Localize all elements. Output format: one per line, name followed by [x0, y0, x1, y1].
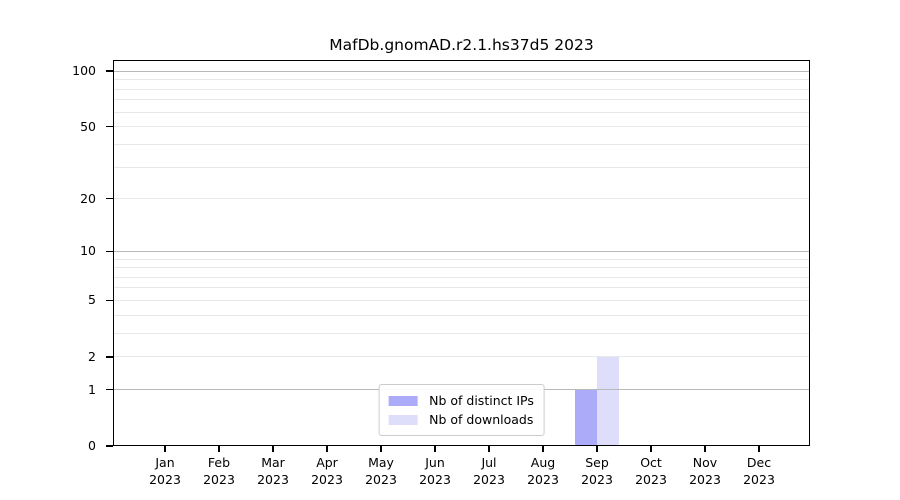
x-tick-mark	[650, 446, 652, 452]
minor-gridline	[113, 267, 810, 269]
minor-gridline	[113, 79, 810, 81]
legend-entry: Nb of distinct IPs	[388, 391, 534, 410]
legend: Nb of distinct IPs Nb of downloads	[378, 384, 545, 436]
minor-gridline	[113, 166, 810, 168]
x-tick-month: Apr	[316, 455, 338, 470]
x-tick-month: Sep	[585, 455, 609, 470]
y-tick-mark	[106, 356, 113, 358]
y-tick-label: 10	[80, 243, 96, 259]
y-tick-label: 20	[80, 190, 96, 206]
x-tick-label: Mar 2023	[241, 454, 305, 488]
x-tick-year: 2023	[311, 472, 343, 487]
minor-gridline	[113, 356, 810, 358]
x-tick-month: Nov	[692, 455, 718, 470]
y-tick-mark	[106, 250, 113, 252]
x-tick-month: Mar	[261, 455, 285, 470]
x-tick-label: May 2023	[349, 454, 413, 488]
x-tick-month: Aug	[530, 455, 556, 470]
y-tick-label: 100	[72, 63, 96, 79]
minor-gridline	[113, 88, 810, 90]
y-tick-mark	[106, 197, 113, 200]
minor-gridline	[113, 287, 810, 289]
y-tick-mark	[106, 299, 113, 302]
legend-swatch	[388, 395, 418, 406]
y-tick-label: 2	[88, 348, 96, 364]
x-tick-label: Oct 2023	[619, 454, 683, 488]
x-tick-label: Sep 2023	[565, 454, 629, 488]
y-tick-label: 50	[80, 118, 96, 134]
x-axis: Jan 2023 Feb 2023 Mar 2023 Apr 2023 May 2023 Jun 20…	[113, 446, 810, 500]
minor-gridline	[113, 198, 810, 200]
minor-gridline	[113, 111, 810, 113]
y-axis: 0 1 2 5 10 20 50 100	[0, 60, 113, 453]
x-tick-month: Jul	[481, 455, 497, 470]
x-tick-label: Feb 2023	[187, 454, 251, 488]
x-tick-year: 2023	[743, 472, 775, 487]
x-tick-year: 2023	[473, 472, 505, 487]
x-tick-label: Jun 2023	[403, 454, 467, 488]
x-tick-month: Oct	[640, 455, 662, 470]
minor-gridline	[113, 99, 810, 101]
plot-area: Nb of distinct IPs Nb of downloads	[113, 60, 810, 446]
legend-label: Nb of distinct IPs	[429, 392, 534, 408]
x-tick-mark	[704, 446, 706, 452]
x-tick-mark	[596, 446, 598, 452]
x-tick-label: Jan 2023	[133, 454, 197, 488]
x-tick-mark	[272, 446, 274, 452]
x-tick-month: Jun	[425, 455, 445, 470]
minor-gridline	[113, 332, 810, 334]
x-tick-year: 2023	[419, 472, 451, 487]
x-tick-label: Aug 2023	[511, 454, 575, 488]
x-tick-year: 2023	[635, 472, 667, 487]
x-tick-month: Feb	[207, 455, 231, 470]
legend-swatch	[388, 414, 418, 425]
x-tick-year: 2023	[203, 472, 235, 487]
y-tick-mark	[106, 388, 113, 391]
x-tick-month: Dec	[746, 455, 772, 470]
minor-gridline	[113, 143, 810, 145]
bar-layer	[113, 60, 810, 446]
y-tick-label: 0	[88, 438, 96, 453]
minor-gridline	[113, 299, 810, 301]
x-tick-mark	[434, 446, 436, 452]
chart-title: MafDb.gnomAD.r2.1.hs37d5 2023	[329, 36, 594, 54]
x-tick-label: Apr 2023	[295, 454, 359, 488]
minor-gridline	[113, 126, 810, 128]
y-tick-mark	[106, 445, 113, 447]
x-tick-year: 2023	[527, 472, 559, 487]
x-tick-label: Nov 2023	[673, 454, 737, 488]
x-tick-mark	[380, 446, 382, 452]
legend-label: Nb of downloads	[429, 411, 534, 427]
minor-gridline	[113, 314, 810, 316]
legend-entry: Nb of downloads	[388, 410, 534, 429]
x-tick-month: Jan	[155, 455, 175, 470]
bar-downloads	[597, 356, 619, 446]
x-tick-year: 2023	[149, 472, 181, 487]
x-tick-mark	[542, 446, 544, 452]
x-tick-mark	[758, 446, 760, 452]
x-tick-year: 2023	[581, 472, 613, 487]
y-tick-label: 1	[88, 381, 96, 397]
x-tick-mark	[218, 446, 220, 452]
x-tick-mark	[164, 446, 166, 452]
y-tick-mark	[106, 70, 113, 72]
major-gridline	[113, 70, 810, 72]
major-gridline	[113, 250, 810, 252]
y-tick-mark	[106, 125, 113, 128]
x-tick-month: May	[368, 455, 394, 470]
x-tick-label: Jul 2023	[457, 454, 521, 488]
x-tick-year: 2023	[365, 472, 397, 487]
x-tick-year: 2023	[257, 472, 289, 487]
x-tick-label: Dec 2023	[727, 454, 791, 488]
bar-distinct-ips	[575, 389, 597, 446]
x-tick-mark	[326, 446, 328, 452]
minor-gridline	[113, 276, 810, 278]
y-tick-label: 5	[88, 292, 96, 308]
minor-gridline	[113, 258, 810, 260]
x-tick-year: 2023	[689, 472, 721, 487]
x-tick-mark	[488, 446, 490, 452]
